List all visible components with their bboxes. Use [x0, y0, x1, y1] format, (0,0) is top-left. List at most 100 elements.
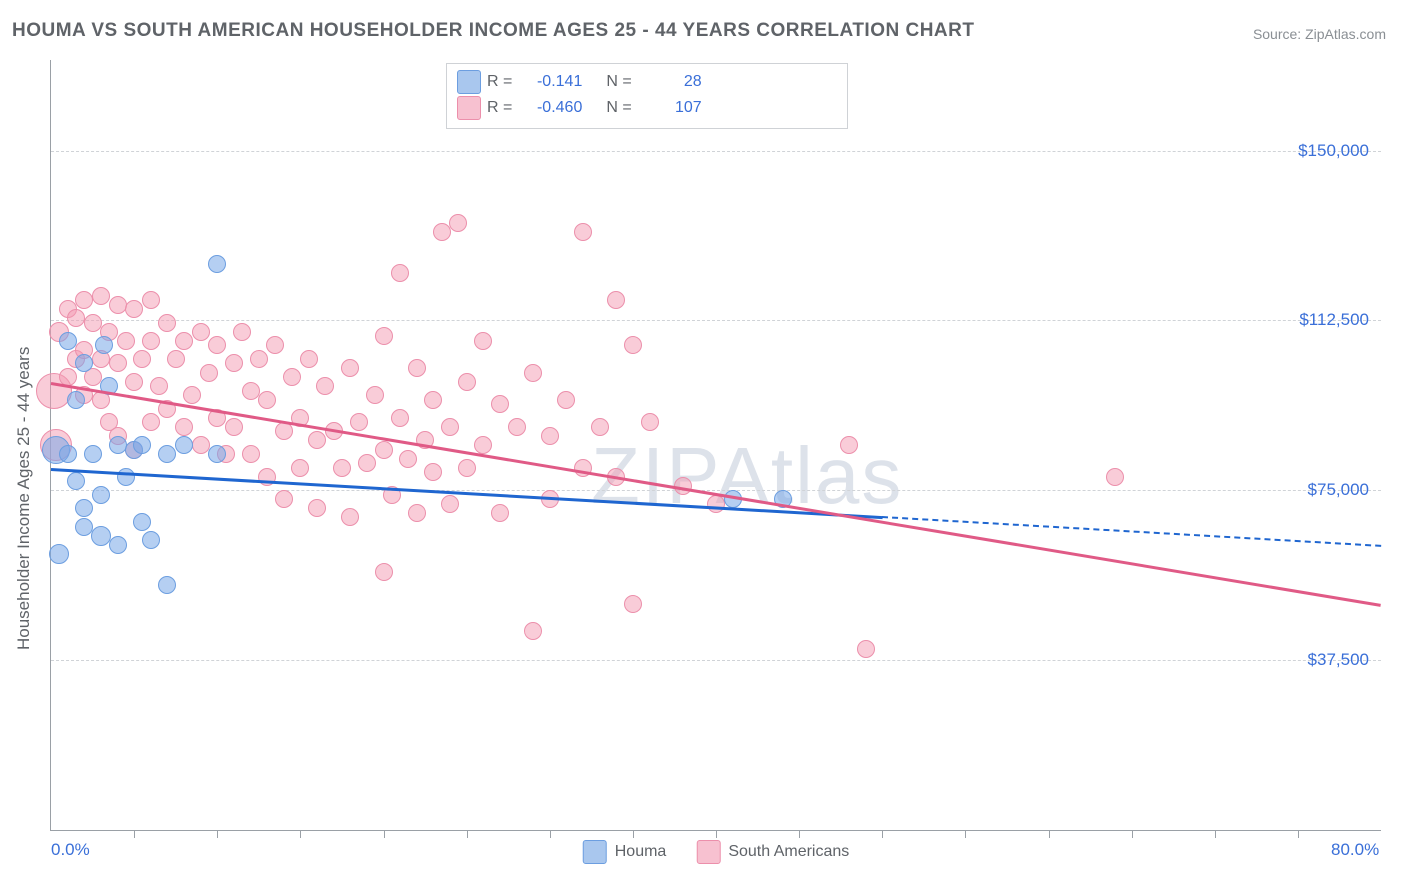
scatter-point	[491, 504, 509, 522]
scatter-point	[258, 391, 276, 409]
scatter-point	[458, 373, 476, 391]
x-tick	[550, 830, 551, 838]
scatter-point	[142, 332, 160, 350]
scatter-point	[524, 622, 542, 640]
scatter-point	[366, 386, 384, 404]
scatter-point	[117, 332, 135, 350]
y-tick-label: $150,000	[1298, 141, 1369, 161]
scatter-point	[524, 364, 542, 382]
scatter-point	[607, 291, 625, 309]
scatter-point	[624, 336, 642, 354]
scatter-point	[341, 508, 359, 526]
legend-swatch-houma-bottom	[583, 840, 607, 864]
scatter-point	[350, 413, 368, 431]
legend-r-value-south: -0.460	[518, 99, 582, 117]
scatter-point	[109, 354, 127, 372]
scatter-point	[341, 359, 359, 377]
scatter-point	[125, 373, 143, 391]
regression-line	[51, 382, 1381, 607]
legend-item-houma: Houma	[583, 840, 667, 864]
series-legend: Houma South Americans	[583, 840, 850, 864]
scatter-point	[208, 445, 226, 463]
scatter-point	[225, 418, 243, 436]
scatter-point	[1106, 468, 1124, 486]
scatter-point	[59, 445, 77, 463]
scatter-point	[399, 450, 417, 468]
scatter-point	[641, 413, 659, 431]
x-tick	[965, 830, 966, 838]
legend-swatch-south-bottom	[696, 840, 720, 864]
scatter-point	[574, 223, 592, 241]
scatter-point	[857, 640, 875, 658]
scatter-point	[424, 463, 442, 481]
legend-row-houma: R = -0.141 N = 28	[457, 70, 837, 94]
source-label: Source: ZipAtlas.com	[1253, 26, 1386, 42]
scatter-point	[391, 264, 409, 282]
x-tick	[300, 830, 301, 838]
scatter-point	[192, 436, 210, 454]
legend-n-label: N =	[606, 73, 631, 91]
scatter-point	[233, 323, 251, 341]
scatter-point	[75, 354, 93, 372]
legend-n-label: N =	[606, 99, 631, 117]
scatter-point	[59, 332, 77, 350]
legend-row-south: R = -0.460 N = 107	[457, 96, 837, 120]
scatter-point	[591, 418, 609, 436]
scatter-point	[49, 544, 69, 564]
scatter-point	[283, 368, 301, 386]
legend-n-value-houma: 28	[638, 73, 702, 91]
scatter-point	[316, 377, 334, 395]
scatter-point	[67, 391, 85, 409]
scatter-point	[424, 391, 442, 409]
scatter-point	[300, 350, 318, 368]
scatter-point	[109, 436, 127, 454]
scatter-point	[449, 214, 467, 232]
scatter-point	[275, 422, 293, 440]
scatter-point	[275, 490, 293, 508]
scatter-point	[557, 391, 575, 409]
scatter-point	[92, 287, 110, 305]
scatter-point	[84, 445, 102, 463]
scatter-point	[242, 445, 260, 463]
x-tick-label: 80.0%	[1331, 840, 1379, 860]
scatter-point	[75, 291, 93, 309]
scatter-point	[67, 309, 85, 327]
scatter-point	[183, 386, 201, 404]
scatter-point	[109, 296, 127, 314]
scatter-point	[391, 409, 409, 427]
scatter-point	[92, 486, 110, 504]
scatter-point	[158, 576, 176, 594]
gridline	[51, 490, 1381, 491]
legend-n-value-south: 107	[638, 99, 702, 117]
scatter-point	[242, 382, 260, 400]
x-tick	[1215, 830, 1216, 838]
x-tick	[134, 830, 135, 838]
x-tick-label: 0.0%	[51, 840, 90, 860]
scatter-point	[75, 499, 93, 517]
x-tick	[217, 830, 218, 838]
x-tick	[384, 830, 385, 838]
x-tick	[716, 830, 717, 838]
legend-r-label: R =	[487, 73, 512, 91]
x-tick	[467, 830, 468, 838]
scatter-point	[474, 436, 492, 454]
x-tick	[882, 830, 883, 838]
scatter-point	[458, 459, 476, 477]
scatter-point	[125, 300, 143, 318]
x-tick	[1049, 830, 1050, 838]
scatter-point	[474, 332, 492, 350]
scatter-point	[358, 454, 376, 472]
y-tick-label: $37,500	[1308, 650, 1369, 670]
scatter-point	[117, 468, 135, 486]
regression-line	[882, 516, 1381, 547]
scatter-point	[541, 427, 559, 445]
legend-swatch-houma	[457, 70, 481, 94]
x-tick	[633, 830, 634, 838]
chart-container: HOUMA VS SOUTH AMERICAN HOUSEHOLDER INCO…	[0, 0, 1406, 892]
legend-item-south: South Americans	[696, 840, 849, 864]
scatter-point	[508, 418, 526, 436]
scatter-point	[208, 255, 226, 273]
gridline	[51, 320, 1381, 321]
scatter-point	[250, 350, 268, 368]
scatter-point	[133, 513, 151, 531]
